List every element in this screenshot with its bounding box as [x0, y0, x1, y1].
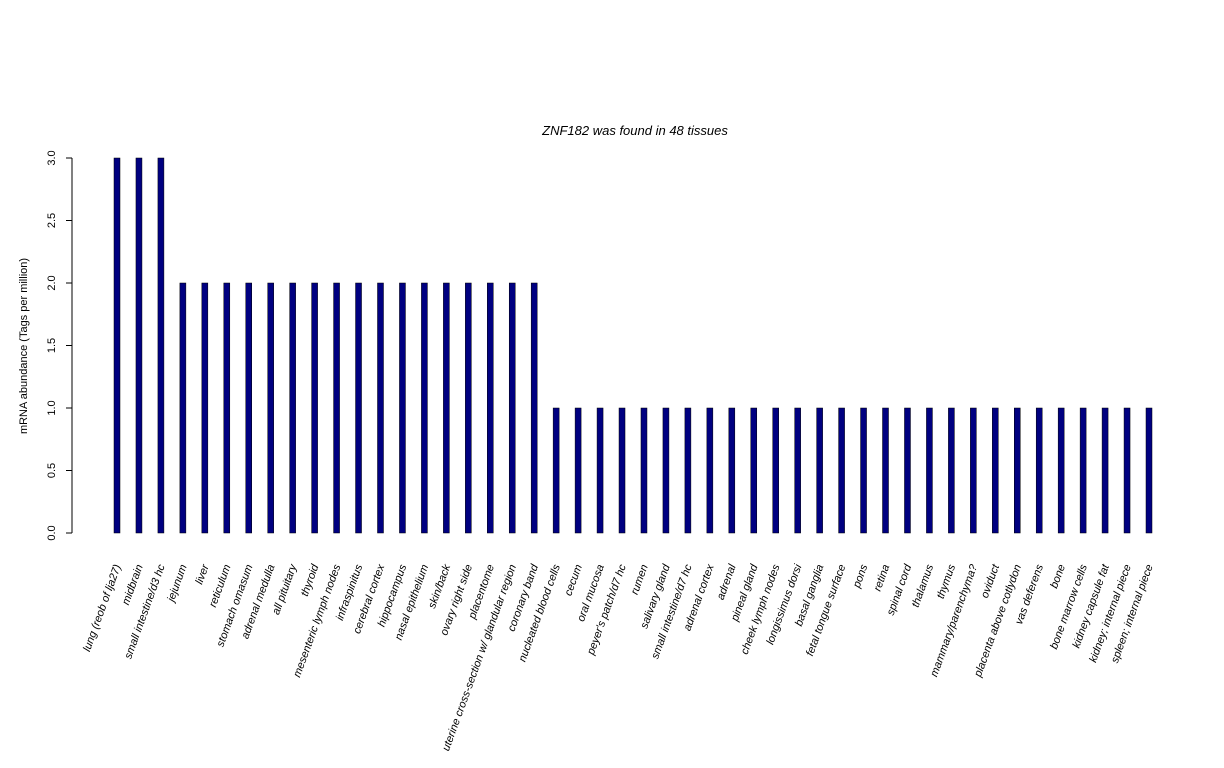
bar — [508, 282, 516, 534]
bar — [113, 157, 121, 534]
y-tick-label: 0.0 — [46, 525, 58, 540]
bar — [882, 407, 889, 534]
bar — [596, 407, 604, 534]
bar — [135, 157, 143, 534]
y-tick-label: 3.0 — [46, 150, 58, 165]
y-tick-label: 2.0 — [46, 275, 58, 290]
bar — [487, 282, 494, 534]
bar — [421, 282, 428, 534]
x-tick-label: oviduct — [979, 562, 1003, 600]
y-tick-label: 1.0 — [46, 400, 58, 415]
bar — [684, 407, 692, 534]
bar — [816, 407, 823, 534]
bar — [1079, 407, 1087, 534]
x-tick-label: adrenal — [715, 562, 739, 601]
bar — [1035, 407, 1043, 534]
y-axis-label: mRNA abundance (Tags per million) — [18, 258, 30, 434]
bar — [355, 282, 362, 534]
bar — [1014, 407, 1021, 534]
bar — [838, 407, 845, 534]
bar — [904, 407, 911, 534]
bar — [970, 407, 977, 534]
y-tick-label: 0.5 — [46, 463, 58, 478]
bar — [289, 282, 296, 534]
x-tick-label: liver — [193, 562, 212, 586]
x-tick-label: bone — [1048, 563, 1068, 590]
bar — [992, 407, 999, 534]
x-tick-label: lung (reob of lja27) — [81, 563, 124, 654]
bar — [750, 407, 758, 534]
bar — [1057, 407, 1065, 534]
x-tick-label: retina — [872, 563, 893, 593]
x-tick-label: thalamus — [910, 562, 937, 609]
bar — [1145, 407, 1153, 534]
bar — [574, 407, 582, 534]
bar — [706, 407, 714, 534]
x-tick-label: rumen — [629, 563, 651, 596]
bar — [465, 282, 472, 534]
y-tick-label: 1.5 — [46, 338, 58, 353]
bar — [926, 407, 933, 534]
bar — [1123, 407, 1131, 534]
bar — [443, 282, 450, 534]
bar — [860, 407, 867, 534]
bar — [640, 407, 648, 534]
bar — [179, 282, 187, 534]
bar — [794, 407, 801, 534]
bar — [377, 282, 384, 534]
bar — [530, 282, 538, 534]
bar — [311, 282, 318, 534]
x-tick-label: mesenteric lymph nodes — [291, 562, 343, 679]
bar — [245, 282, 252, 534]
bar — [618, 407, 626, 534]
x-tick-label: mammary/parenchyma? — [928, 562, 980, 678]
y-tick-label: 2.5 — [46, 213, 58, 228]
bar — [552, 407, 560, 534]
x-tick-label: pons — [851, 562, 871, 590]
bar — [728, 407, 736, 534]
x-tick-label: thymus — [935, 562, 959, 600]
bar — [223, 282, 231, 534]
y-axis-ticks: 0.0 0.5 1.0 1.5 2.0 2.5 3.0 — [46, 150, 72, 541]
bar — [662, 407, 670, 534]
bar — [333, 282, 340, 534]
bar — [157, 157, 165, 534]
bar — [201, 282, 209, 534]
bar — [948, 407, 955, 534]
bar — [399, 282, 406, 534]
bar — [267, 282, 274, 534]
x-tick-label: cecum — [563, 563, 585, 598]
x-tick-label: thyroid — [299, 562, 322, 598]
bars-group — [113, 157, 1153, 534]
bar — [772, 407, 779, 534]
bar — [1101, 407, 1109, 534]
chart-title: ZNF182 was found in 48 tissues — [541, 123, 728, 138]
x-tick-label: jejunum — [165, 563, 190, 605]
